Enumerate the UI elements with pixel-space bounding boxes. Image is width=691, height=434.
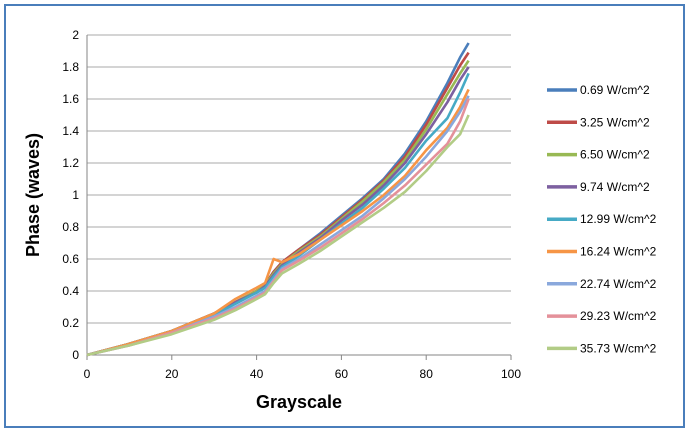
legend-label: 12.99 W/cm^2 [580, 212, 657, 226]
x-tick-labels: 0 20 40 60 80 100 [84, 367, 522, 381]
series-line-4 [86, 66, 470, 357]
y-tick-labels: 0 0.2 0.4 0.6 0.8 1 1.2 1.4 1.6 1.8 2 [62, 28, 79, 362]
series-line-2 [86, 51, 470, 357]
legend: 0.69 W/cm^2 3.25 W/cm^2 6.50 W/cm^2 9.74 W/… [547, 83, 657, 355]
x-tick-label: 60 [335, 367, 349, 381]
series-line-1 [86, 42, 470, 357]
legend-label: 9.74 W/cm^2 [580, 180, 650, 194]
legend-label: 6.50 W/cm^2 [580, 148, 650, 162]
series-line-6 [86, 88, 470, 357]
x-tick-label: 40 [250, 367, 264, 381]
x-tick-label: 0 [84, 367, 91, 381]
legend-label: 0.69 W/cm^2 [580, 83, 650, 97]
axes [86, 35, 512, 360]
y-tick-label: 0.4 [62, 284, 79, 298]
legend-label: 35.73 W/cm^2 [580, 341, 657, 355]
x-tick-label: 20 [165, 367, 179, 381]
legend-label: 3.25 W/cm^2 [580, 115, 650, 129]
y-tick-label: 1 [72, 188, 79, 202]
y-tick-label: 1.4 [62, 124, 79, 138]
x-tick-label: 80 [420, 367, 434, 381]
series-lines [86, 42, 470, 357]
legend-label: 29.23 W/cm^2 [580, 309, 657, 323]
legend-label: 16.24 W/cm^2 [580, 245, 657, 259]
chart-frame: 0 0.2 0.4 0.6 0.8 1 1.2 1.4 1.6 1.8 2 0 20 40 60 80 100… [4, 4, 685, 428]
x-tick-label: 100 [501, 367, 521, 381]
y-tick-label: 1.2 [62, 156, 79, 170]
series-line-9 [86, 114, 470, 357]
series-line-7 [86, 95, 470, 357]
y-tick-label: 2 [72, 28, 79, 42]
y-tick-label: 1.8 [62, 60, 79, 74]
y-tick-label: 1.6 [62, 92, 79, 106]
series-line-3 [86, 59, 470, 357]
gridlines [87, 34, 511, 324]
x-axis-title: Grayscale [256, 392, 342, 412]
y-tick-label: 0.2 [62, 316, 79, 330]
y-tick-label: 0.6 [62, 252, 79, 266]
line-chart: 0 0.2 0.4 0.6 0.8 1 1.2 1.4 1.6 1.8 2 0 20 40 60 80 100… [23, 28, 657, 412]
y-tick-label: 0 [72, 348, 79, 362]
legend-label: 22.74 W/cm^2 [580, 277, 657, 291]
series-line-5 [86, 72, 470, 357]
y-axis-title: Phase (waves) [23, 133, 43, 257]
y-tick-label: 0.8 [62, 220, 79, 234]
series-line-8 [86, 98, 470, 357]
